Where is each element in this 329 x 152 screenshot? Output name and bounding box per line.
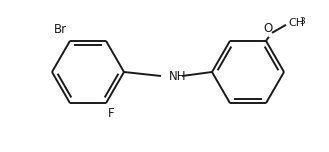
Text: CH: CH: [288, 18, 304, 28]
Text: F: F: [108, 107, 114, 120]
Text: Br: Br: [54, 23, 67, 36]
Text: 3: 3: [299, 17, 305, 26]
Text: O: O: [264, 22, 273, 35]
Text: NH: NH: [169, 71, 187, 83]
